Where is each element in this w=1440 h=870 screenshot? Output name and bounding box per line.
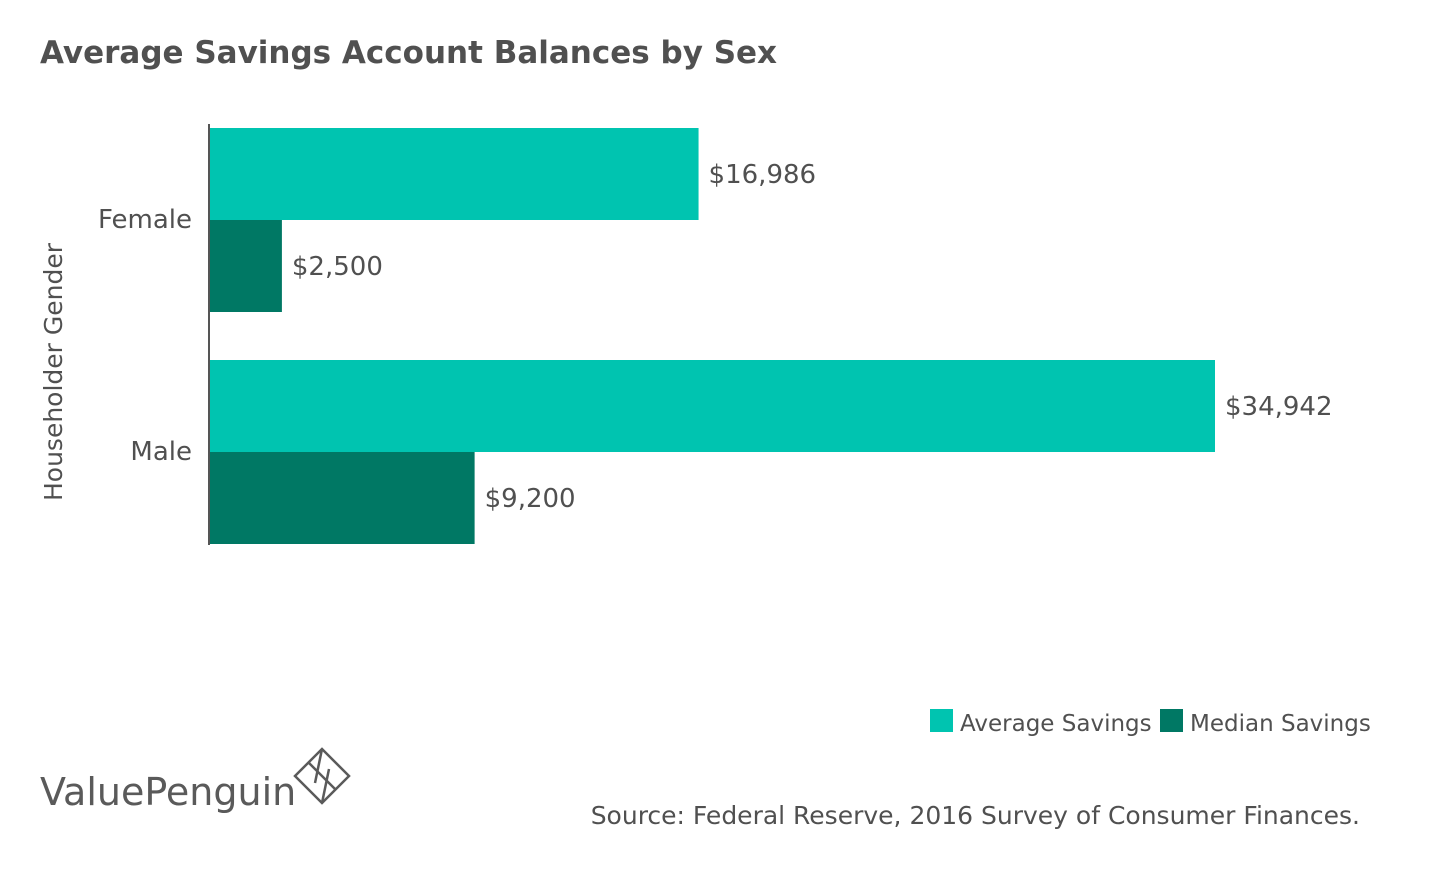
source-note: Source: Federal Reserve, 2016 Survey of …	[591, 801, 1360, 830]
brand-logo: ValuePenguin	[40, 747, 351, 814]
legend-swatch-average-savings	[930, 709, 953, 732]
bar-male-median-savings	[210, 452, 475, 544]
valuepenguin-diamond-logo-icon	[293, 747, 351, 805]
data-label-male-median-savings: $9,200	[485, 484, 576, 514]
legend-label-average-savings: Average Savings	[960, 711, 1152, 737]
data-label-male-average-savings: $34,942	[1225, 392, 1333, 422]
data-label-female-median-savings: $2,500	[292, 252, 383, 282]
plot-area: Female $16,986 $2,500 Male $34,942 $9,200	[98, 128, 1333, 544]
legend: Average Savings Median Savings	[930, 709, 1371, 737]
bar-female-median-savings	[210, 220, 282, 312]
data-label-female-average-savings: $16,986	[709, 160, 817, 190]
legend-label-median-savings: Median Savings	[1190, 711, 1371, 737]
chart-title: Average Savings Account Balances by Sex	[40, 35, 777, 71]
legend-swatch-median-savings	[1160, 709, 1183, 732]
bar-female-average-savings	[210, 128, 699, 220]
brand-name: ValuePenguin	[40, 770, 296, 814]
y-axis-title: Householder Gender	[39, 242, 68, 501]
category-label-female: Female	[98, 205, 192, 235]
category-label-male: Male	[130, 437, 192, 467]
bar-male-average-savings	[210, 360, 1215, 452]
